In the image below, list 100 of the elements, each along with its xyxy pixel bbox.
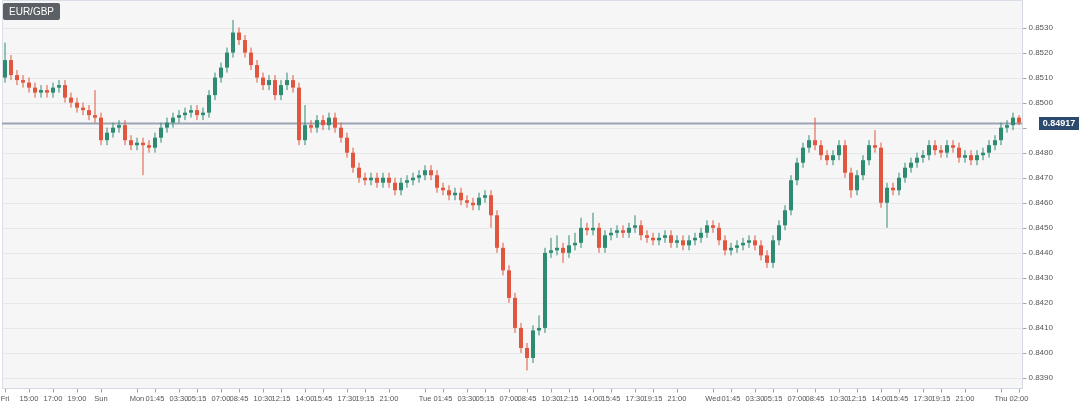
candlestick — [561, 242, 565, 264]
candlestick — [315, 114, 319, 134]
candlestick — [465, 194, 469, 209]
candlestick — [525, 342, 529, 371]
candlestick — [27, 77, 31, 94]
candlestick — [45, 84, 49, 99]
candlestick — [147, 139, 151, 154]
candlestick — [255, 59, 259, 84]
candlestick — [999, 122, 1003, 146]
candlestick — [447, 184, 451, 201]
candlestick — [339, 122, 343, 144]
candlestick — [939, 144, 943, 159]
candlestick — [399, 177, 403, 196]
candlestick — [435, 169, 439, 194]
candlestick — [831, 149, 835, 166]
candlestick — [381, 172, 385, 189]
y-tick-label: 0.8470 — [1028, 173, 1054, 183]
candlestick — [819, 139, 823, 161]
candlestick — [933, 139, 937, 156]
candlestick — [87, 104, 91, 121]
candlestick — [249, 47, 253, 71]
candlestick — [99, 112, 103, 146]
candlestick — [759, 239, 763, 261]
candlestick — [279, 79, 283, 101]
y-tick-label: 0.8460 — [1028, 198, 1054, 208]
candlestick — [267, 74, 271, 91]
candlestick — [3, 42, 7, 84]
candlestick — [129, 134, 133, 151]
candlestick — [675, 234, 679, 249]
candlestick — [1005, 119, 1009, 134]
candlestick — [303, 104, 307, 146]
candlestick — [603, 229, 607, 254]
candlestick — [387, 172, 391, 189]
candlestick — [861, 154, 865, 181]
candlestick — [597, 222, 601, 254]
candlestick — [501, 242, 505, 276]
candlestick — [93, 89, 97, 124]
candlestick — [1017, 114, 1021, 126]
candlestick — [171, 112, 175, 129]
candlestick — [615, 224, 619, 239]
candlestick — [15, 69, 19, 86]
candlestick — [243, 34, 247, 59]
candlestick — [825, 149, 829, 166]
candlestick — [633, 214, 637, 234]
candlestick — [423, 164, 427, 181]
y-tick-label: 0.8420 — [1028, 298, 1054, 308]
candlestick — [711, 219, 715, 234]
candlestick — [321, 114, 325, 131]
candlestick — [123, 119, 127, 146]
candlestick — [429, 164, 433, 181]
candlestick — [333, 112, 337, 134]
candlestick — [753, 234, 757, 251]
candlestick — [159, 122, 163, 144]
candlestick — [909, 157, 913, 174]
candlestick — [177, 109, 181, 124]
candlestick — [375, 172, 379, 189]
candlestick — [717, 222, 721, 246]
candlestick — [963, 149, 967, 164]
candlestick — [153, 132, 157, 154]
candlestick — [579, 217, 583, 249]
candlestick — [273, 74, 277, 101]
candlestick — [417, 169, 421, 184]
candlestick — [357, 162, 361, 184]
candlestick — [405, 174, 409, 189]
y-tick-label: 0.8510 — [1028, 73, 1054, 83]
candlestick — [63, 79, 67, 104]
candlestick — [681, 234, 685, 251]
candlestick — [885, 182, 889, 229]
candlestick — [39, 84, 43, 99]
candlestick — [687, 234, 691, 251]
candlestick — [837, 139, 841, 161]
candlestick — [705, 219, 709, 239]
candlestick — [285, 72, 289, 91]
candlestick — [195, 104, 199, 121]
candlestick — [213, 72, 217, 101]
candlestick — [771, 234, 775, 269]
candlestick — [969, 149, 973, 166]
candlestick — [111, 122, 115, 139]
candlestick — [351, 147, 355, 174]
candlestick — [915, 152, 919, 169]
y-tick-label: 0.8400 — [1028, 348, 1054, 358]
candlestick — [309, 119, 313, 134]
y-tick-label: 0.8520 — [1028, 48, 1054, 58]
y-tick-label: 0.8440 — [1028, 248, 1054, 258]
candlestick — [849, 167, 853, 199]
candlestick — [735, 239, 739, 254]
candlestick — [957, 142, 961, 164]
candlestick — [903, 162, 907, 184]
candlestick — [231, 19, 235, 59]
candlestick — [765, 249, 769, 269]
candlestick — [69, 92, 73, 109]
candlestick — [813, 117, 817, 151]
candlestick — [1011, 112, 1015, 131]
candlestick — [33, 82, 37, 99]
text: EUR/GBP — [3, 3, 61, 20]
candlestick — [189, 104, 193, 119]
candlestick — [21, 74, 25, 89]
candlestick — [621, 224, 625, 239]
candlestick — [291, 74, 295, 94]
candlestick — [993, 134, 997, 151]
